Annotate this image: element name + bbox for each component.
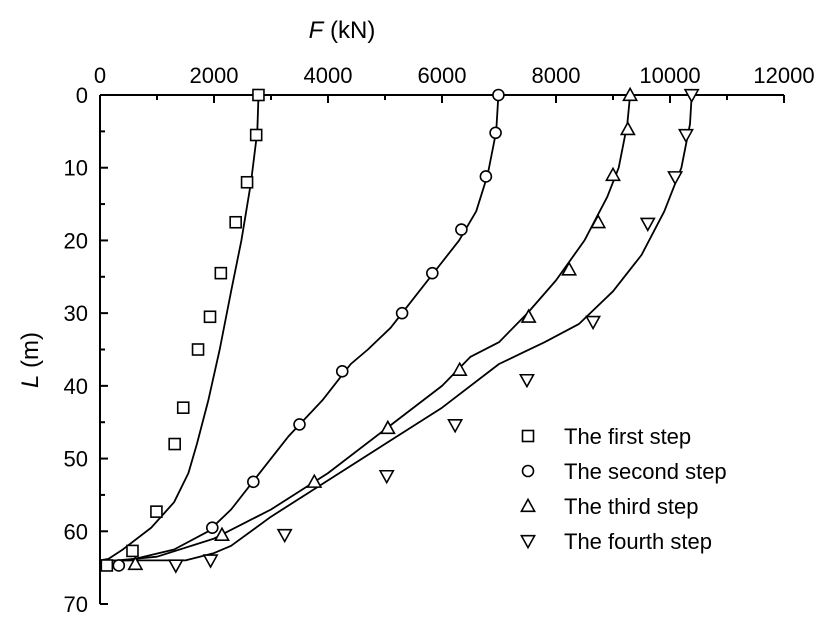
series-3-point [214,526,230,542]
series-2-point [455,223,468,236]
y-tick-label: 60 [64,519,88,544]
x-tick-label: 4000 [304,63,353,88]
series-1-point [100,559,114,572]
series-1-point [252,88,265,102]
y-tick-label: 0 [76,83,88,108]
x-tick-label: 6000 [418,63,467,88]
series-2-point [492,88,505,102]
y-axis-unit: (m) [17,332,44,375]
series-3-point [379,419,396,435]
series-4-point [447,419,464,434]
legend-label-1: The first step [564,424,691,449]
series-3-point [520,308,537,323]
series-1-point [249,128,263,142]
y-tick-label: 40 [64,374,88,399]
y-tick-label: 20 [64,228,88,253]
x-tick-label: 8000 [532,63,581,88]
x-tick-label: 0 [94,63,106,88]
series-3-point [561,261,578,276]
series-4-point [678,128,694,144]
series-3-point [590,214,607,229]
x-tick-label: 12000 [753,63,814,88]
series-2-point [479,170,493,183]
series-4-point [639,217,656,232]
series-2-point [247,475,260,489]
x-tick-label: 10000 [639,63,700,88]
series-2-point [426,266,439,280]
series-1-point [214,266,228,280]
y-tick-label: 70 [64,592,88,617]
series-4-point [585,315,602,331]
series-3-point [306,473,323,488]
x-axis-unit: (kN) [323,17,375,44]
series-2-point [293,418,306,431]
x-axis-variable: F [309,17,325,44]
y-tick-label: 10 [64,156,88,181]
legend: The first step The second step The third s… [520,424,727,554]
legend-marker-1 [521,429,535,443]
series-3-point [619,120,636,136]
series-1-point [229,215,242,229]
legend-marker-3 [520,497,536,513]
series-3-point [451,361,468,376]
series-line-2 [100,94,500,562]
series-1-point [191,343,205,356]
axes: 0 2000 4000 6000 8000 10000 12000 0 10 20 30 40 50 60… [17,17,815,617]
series-1-point [176,401,190,414]
legend-label-4: The fourth step [564,529,712,554]
series-4-point [167,559,184,574]
series-markers [100,86,700,574]
series-curves [99,94,693,562]
y-axis-variable: L [17,375,44,388]
series-2-point [335,365,349,378]
y-axis-title: L (m) [17,332,44,388]
series-1-point [240,175,254,189]
x-axis-title: F (kN) [309,17,376,44]
series-4-point [667,171,684,186]
series-2-point [489,126,502,140]
series-line-3 [100,94,631,562]
series-3-point [605,166,621,182]
y-tick-label: 50 [64,447,88,472]
legend-marker-4 [520,534,536,550]
series-2-point [205,521,219,534]
series-2-point [395,306,409,320]
series-1-point [203,310,217,324]
series-1-point [126,544,139,558]
series-4-point [202,554,219,569]
series-3-point [127,555,144,571]
x-tick-label: 2000 [190,63,239,88]
series-4-point [683,88,700,104]
legend-marker-2 [521,464,535,478]
series-4-point [518,373,535,389]
series-2-point [112,559,126,572]
legend-label-3: The third step [564,494,699,519]
series-line-4 [100,94,693,562]
series-4-point [276,528,293,544]
y-tick-label: 30 [64,301,88,326]
series-4-point [378,469,395,485]
series-1-point [150,505,163,518]
series-3-point [622,86,639,102]
series-1-point [168,437,181,451]
series-line-1 [99,94,260,562]
legend-label-2: The second step [564,459,727,484]
